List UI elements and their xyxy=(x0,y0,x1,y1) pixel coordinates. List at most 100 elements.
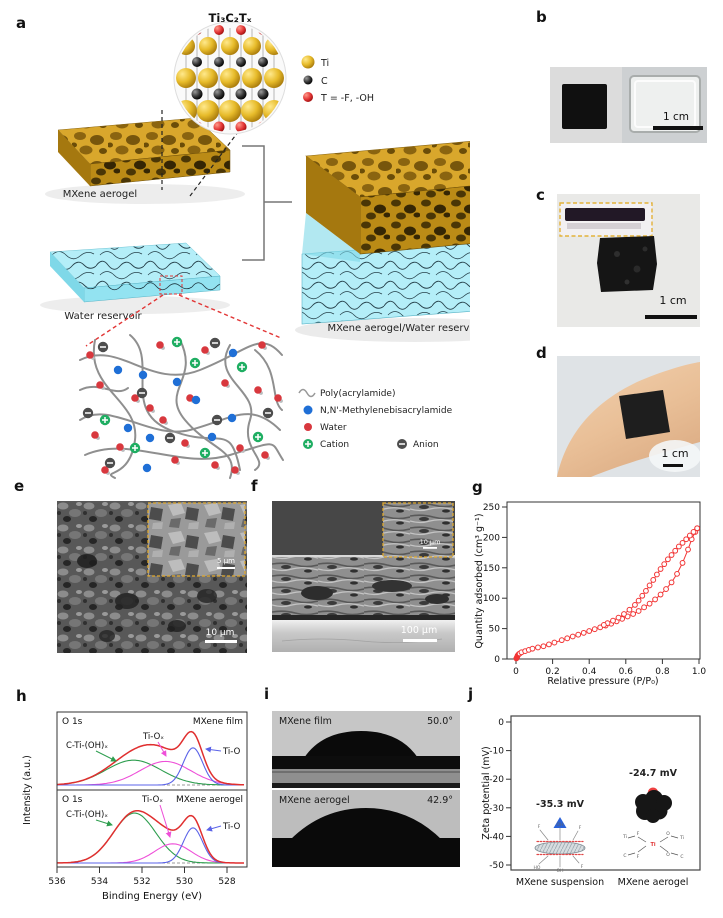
x-tick-label: 0.4 xyxy=(582,667,597,677)
combined-block xyxy=(301,141,470,325)
y-tick-label: 250 xyxy=(483,503,500,513)
adsorption-marker xyxy=(558,637,565,644)
g-x-axis-label: Relative pressure (P/P₀) xyxy=(547,676,658,687)
panel-h-chart: 536 534 532 530 528 O 1s MXene film C-Ti-(OH… xyxy=(22,711,248,902)
bond-atom-label: F xyxy=(637,831,640,837)
water-molecule xyxy=(181,439,189,447)
anion-legend-label: Anion xyxy=(413,440,439,450)
arrow xyxy=(95,819,113,827)
mxene-flake-sketch: F OH F HO OH F xyxy=(534,822,586,874)
h-top-peak-o-label: Ti-O xyxy=(222,747,241,757)
t-atom-icon xyxy=(303,92,313,102)
t-atom-icon xyxy=(235,121,247,132)
ti-legend-label: Ti xyxy=(320,58,329,69)
c-atom-icon xyxy=(257,88,269,100)
water-molecule xyxy=(159,416,167,424)
arrow xyxy=(159,804,172,838)
t-atom-icon xyxy=(236,25,246,35)
scale-label: 1 cm xyxy=(661,447,688,460)
crosslinker-node xyxy=(207,432,217,442)
water-molecule xyxy=(116,443,124,451)
ti-atom-icon xyxy=(241,100,263,122)
cation-icon xyxy=(189,357,201,369)
polymer-chain xyxy=(79,413,281,433)
zeta-value-aerogel: -24.7 mV xyxy=(629,768,678,779)
panel-j-chart: 0 -10 -20 -30 -40 -50 F OH F HO OH F xyxy=(481,715,701,888)
water-molecule xyxy=(236,444,244,452)
ti-atom-icon xyxy=(221,37,239,55)
adsorption-marker xyxy=(575,631,582,638)
plot-frame-bottom xyxy=(56,789,248,868)
adsorption-marker xyxy=(535,644,541,651)
g-y-axis-label: Quantity adsorbed (cm³ g⁻¹) xyxy=(474,513,485,648)
panel-c-label: c xyxy=(536,186,545,204)
scale-label: 10 µm xyxy=(206,628,235,638)
crosslinker-legend-label: N,N'-Methylenebisacrylamide xyxy=(320,406,453,416)
water-molecule xyxy=(171,456,179,464)
ti-atom-icon xyxy=(242,68,262,88)
contact-angle-value: 42.9° xyxy=(427,795,453,806)
sem-inset xyxy=(147,502,246,577)
plot-frame xyxy=(510,715,701,871)
desorption-marker xyxy=(675,543,682,550)
sample-label: MXene aerogel xyxy=(279,795,350,806)
adsorption-marker xyxy=(663,586,669,592)
scale-label: 1 cm xyxy=(663,111,689,123)
desorption-marker xyxy=(668,552,675,558)
category-label-suspension: MXene suspension xyxy=(516,877,604,888)
desorption-marker xyxy=(683,536,690,543)
ti3c2tx-structure xyxy=(176,25,284,132)
component-peak xyxy=(57,760,244,786)
x-tick-label: 532 xyxy=(133,877,150,887)
panel-i-aerogel-photo: MXene aerogel 42.9° xyxy=(272,790,460,867)
h-top-region-label: O 1s xyxy=(62,717,83,727)
adsorption-marker xyxy=(685,546,691,553)
desorption-marker xyxy=(661,561,668,568)
scale-bar xyxy=(645,315,697,319)
zeta-marker-triangle xyxy=(553,816,567,828)
arrow xyxy=(157,741,167,757)
h-bottom-sample-label: MXene aerogel xyxy=(176,795,243,805)
desorption-marker xyxy=(632,601,638,608)
polymer-chain xyxy=(92,339,137,479)
desorption-marker xyxy=(635,597,642,604)
y-tick-label: -10 xyxy=(489,747,504,757)
desorption-marker xyxy=(610,617,616,624)
adsorption-marker xyxy=(646,600,653,607)
plot-frame xyxy=(506,501,701,660)
aerogel-patch-on-skin xyxy=(619,390,670,439)
cation-icon xyxy=(252,431,264,443)
desorption-marker xyxy=(646,582,653,589)
adsorption-marker xyxy=(657,591,664,598)
anion-icon xyxy=(397,439,407,449)
scale-bar xyxy=(653,126,703,130)
inset-scale-bar xyxy=(217,567,235,569)
anion-icon xyxy=(211,414,223,426)
panel-g-label: g xyxy=(472,478,483,496)
anion-icon xyxy=(209,337,221,349)
mxene-aerogel-block xyxy=(57,117,231,187)
polymer-chain xyxy=(254,349,283,411)
c-legend-label: C xyxy=(321,76,328,87)
y-tick-label: -20 xyxy=(489,775,504,785)
bond-atom-label: F xyxy=(637,854,640,860)
mxene-aerogel-sample xyxy=(562,84,607,129)
j-y-axis-label: Zeta potential (mV) xyxy=(481,746,492,839)
arrow xyxy=(205,746,222,753)
bond-atom-label: O xyxy=(666,831,670,837)
scale-bar xyxy=(205,640,237,643)
y-tick-label: -30 xyxy=(489,804,504,814)
cation-legend-label: Cation xyxy=(320,440,349,450)
adsorption-marker xyxy=(569,633,576,640)
y-tick-label: -40 xyxy=(489,832,504,842)
c-atom-icon xyxy=(192,57,202,67)
crosslinker-node xyxy=(191,395,201,405)
crosslinker-node xyxy=(142,463,152,473)
component-peak xyxy=(57,827,244,864)
water-molecule xyxy=(156,341,164,349)
crosslinker-dot-icon xyxy=(303,405,313,415)
polymer-chain xyxy=(175,339,233,479)
adsorption-marker xyxy=(635,608,642,614)
water-reservoir-label: Water reservoir xyxy=(64,311,142,322)
panel-a-schematic: MXene aerogel Water reservoir MXene aero… xyxy=(40,11,470,479)
